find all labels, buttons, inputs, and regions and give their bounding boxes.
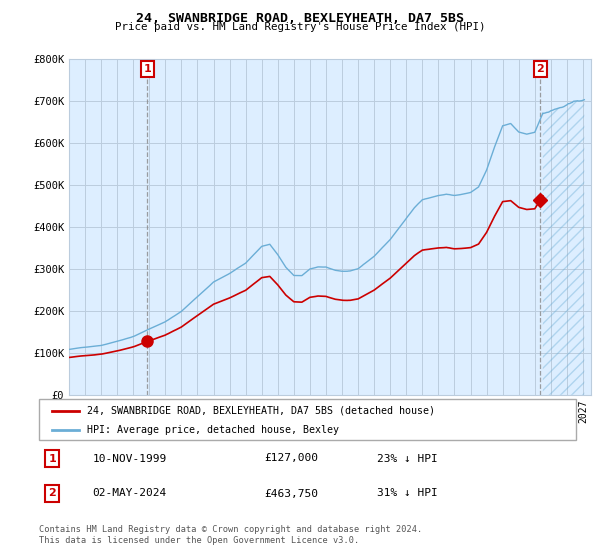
Text: £463,750: £463,750 [265,488,319,498]
Text: £127,000: £127,000 [265,454,319,464]
Text: 2: 2 [49,488,56,498]
Text: 23% ↓ HPI: 23% ↓ HPI [377,454,438,464]
Text: 24, SWANBRIDGE ROAD, BEXLEYHEATH, DA7 5BS (detached house): 24, SWANBRIDGE ROAD, BEXLEYHEATH, DA7 5B… [88,405,436,416]
Text: HPI: Average price, detached house, Bexley: HPI: Average price, detached house, Bexl… [88,424,340,435]
Text: 31% ↓ HPI: 31% ↓ HPI [377,488,438,498]
Text: Price paid vs. HM Land Registry's House Price Index (HPI): Price paid vs. HM Land Registry's House … [115,22,485,32]
Text: 2: 2 [536,64,544,74]
Text: 02-MAY-2024: 02-MAY-2024 [93,488,167,498]
Text: 24, SWANBRIDGE ROAD, BEXLEYHEATH, DA7 5BS: 24, SWANBRIDGE ROAD, BEXLEYHEATH, DA7 5B… [136,12,464,25]
Text: 1: 1 [143,64,151,74]
Text: 1: 1 [49,454,56,464]
Text: 10-NOV-1999: 10-NOV-1999 [93,454,167,464]
Text: Contains HM Land Registry data © Crown copyright and database right 2024.
This d: Contains HM Land Registry data © Crown c… [39,525,422,545]
